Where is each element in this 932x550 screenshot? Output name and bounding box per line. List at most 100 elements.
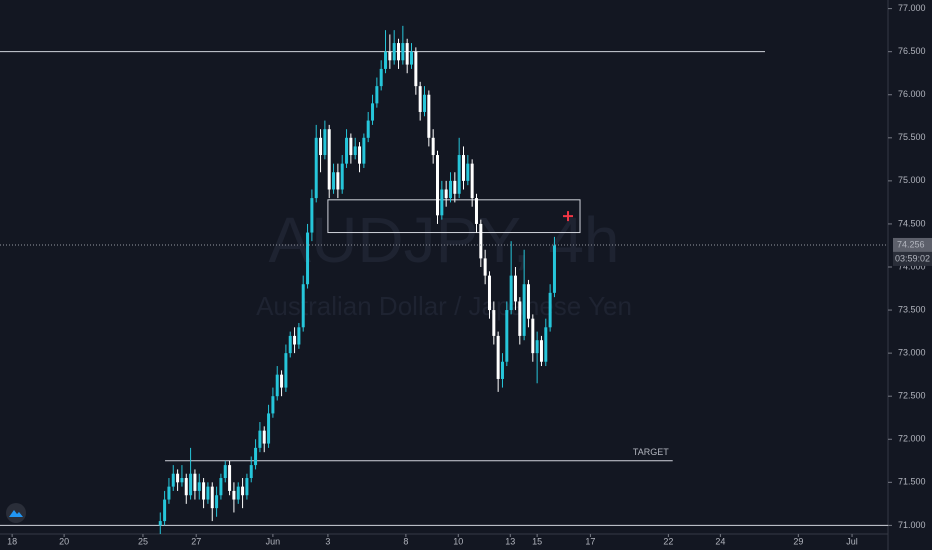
candle-body [184, 478, 188, 496]
candle-body [448, 180, 452, 199]
candle-body [466, 163, 470, 181]
last-price-label: 74.256 [897, 239, 925, 249]
candle-body [271, 396, 275, 414]
y-tick-label: 75.500 [898, 132, 926, 142]
y-tick-label: 71.500 [898, 477, 926, 487]
y-tick-label: 71.000 [898, 520, 926, 530]
candle-body [241, 486, 245, 496]
candle-body [275, 374, 279, 397]
candle-body [189, 473, 193, 496]
candle-body [366, 120, 370, 138]
candle-body [418, 86, 422, 112]
candle-body [319, 137, 323, 156]
candle-body [401, 43, 405, 61]
candle-body [362, 137, 366, 164]
candle-body [163, 499, 167, 522]
candle-body [310, 198, 314, 233]
candle-body [262, 430, 266, 444]
candle-body [492, 310, 496, 336]
x-tick-label: 13 [505, 536, 515, 546]
candle-body [500, 361, 504, 379]
y-tick-label: 72.000 [898, 434, 926, 444]
candle-body [301, 284, 305, 328]
x-tick-label: 8 [403, 536, 408, 546]
candle-body [171, 473, 175, 487]
candle-body [505, 310, 509, 362]
candle-body [332, 172, 336, 190]
x-tick-label: 20 [59, 536, 69, 546]
candle-body [293, 335, 297, 345]
x-tick-label: Jul [846, 536, 858, 546]
candle-body [236, 486, 240, 500]
candle-body [258, 430, 262, 448]
candle-body [509, 275, 513, 311]
candle-body [384, 51, 388, 69]
candle-body [288, 335, 292, 354]
candle-body [526, 284, 530, 319]
candle-body [453, 180, 457, 194]
candle-body [513, 275, 517, 302]
y-tick-label: 72.500 [898, 391, 926, 401]
candle-body [254, 447, 258, 466]
y-tick-label: 76.500 [898, 46, 926, 56]
candle-body [479, 223, 483, 259]
candle-body [202, 482, 206, 500]
candle-body [228, 465, 232, 491]
candle-body [470, 163, 474, 199]
candle-body [206, 486, 210, 500]
candle-body [423, 94, 427, 112]
x-tick-label: 24 [715, 536, 725, 546]
candle-body [284, 353, 288, 388]
candle-body [358, 146, 362, 164]
candle-body [531, 318, 535, 354]
x-tick-label: 25 [138, 536, 148, 546]
candle-body [522, 284, 526, 336]
logo [6, 503, 26, 523]
candle-body [431, 137, 435, 156]
countdown: 03:59:02 [895, 253, 930, 263]
candle-body [306, 232, 310, 285]
y-tick-label: 74.500 [898, 218, 926, 228]
candle-body [167, 486, 171, 500]
x-tick-label: 10 [453, 536, 463, 546]
candle-body [535, 340, 539, 354]
y-tick-label: 76.000 [898, 89, 926, 99]
candle-body [518, 301, 522, 336]
candle-body [323, 129, 327, 156]
candle-body [349, 137, 353, 156]
candle-body [197, 482, 201, 491]
candle-body [392, 43, 396, 61]
candle-body [371, 103, 375, 121]
candle-body [414, 51, 418, 87]
x-tick-label: Jun [266, 536, 281, 546]
candle-body [249, 465, 253, 479]
candle-body [353, 146, 357, 156]
watermark-title: AUDJPY, 4h [269, 204, 620, 276]
candle-body [219, 478, 223, 496]
candle-body [436, 155, 440, 216]
candle-body [483, 258, 487, 276]
y-tick-label: 73.500 [898, 304, 926, 314]
x-tick-label: 29 [793, 536, 803, 546]
candle-body [180, 478, 184, 483]
candle-body [544, 327, 548, 362]
x-tick-label: 22 [663, 536, 673, 546]
candle-body [345, 137, 349, 164]
candle-body [457, 155, 461, 194]
candle-body [444, 189, 448, 199]
countdown-box [893, 251, 932, 266]
candle-body [215, 495, 219, 509]
y-tick-label: 74.000 [898, 261, 926, 271]
last-price-box [893, 237, 932, 252]
candle-body [314, 137, 318, 199]
candle-body [176, 473, 180, 483]
candle-body [440, 189, 444, 216]
x-tick-label: 17 [585, 536, 595, 546]
candle-body [280, 374, 284, 388]
candle-body [474, 198, 478, 224]
watermark-subtitle: Australian Dollar / Japanese Yen [256, 291, 632, 321]
x-tick-label: 3 [325, 536, 330, 546]
target-label: TARGET [633, 447, 669, 457]
y-tick-label: 73.000 [898, 348, 926, 358]
